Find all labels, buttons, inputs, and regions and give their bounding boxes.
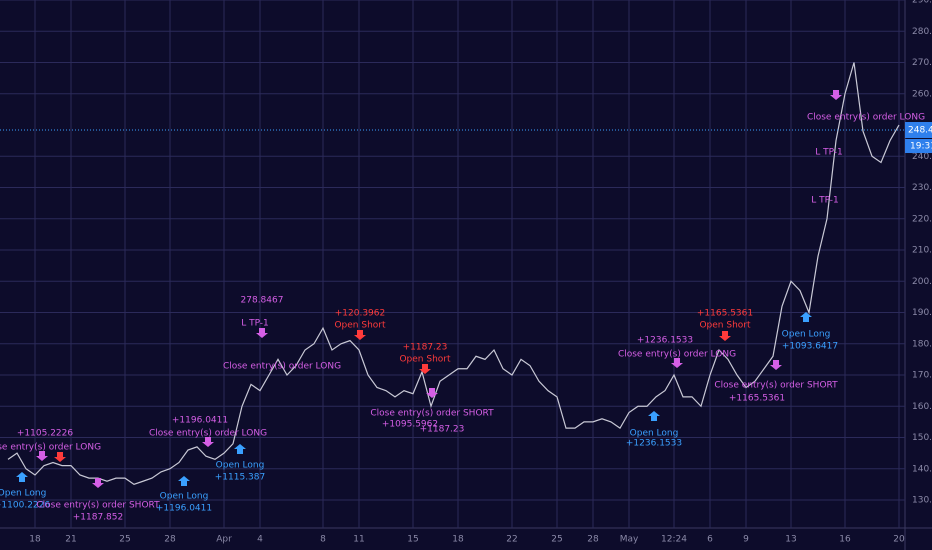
- x-tick-label: 8: [320, 535, 326, 545]
- annotation: 278.8467: [241, 296, 284, 306]
- signal-arrow: [92, 478, 104, 488]
- y-tick-label: 220.00: [912, 214, 932, 224]
- annotation: Close entry(s) order LONG: [223, 362, 341, 372]
- x-tick-label: 9: [743, 535, 749, 545]
- y-tick-label: 130.00: [912, 496, 932, 506]
- signal-arrow: [671, 358, 683, 368]
- annotation: Open Short: [699, 321, 751, 331]
- signal-arrow: [830, 90, 842, 100]
- x-tick-label: 11: [353, 535, 364, 545]
- signal-arrow: [54, 452, 66, 462]
- annotation: +1187.852: [73, 513, 123, 523]
- annotation: Close entry(s) order SHORT: [36, 501, 160, 511]
- signal-arrow: [256, 328, 268, 338]
- y-tick-label: 180.00: [912, 339, 932, 349]
- x-tick-label: 6: [707, 535, 713, 545]
- x-tick-label: 18: [29, 535, 41, 545]
- last-price-label: 248.40: [908, 126, 932, 136]
- annotation: Open Short: [334, 321, 386, 331]
- y-tick-label: 260.00: [912, 89, 932, 99]
- signal-arrow: [648, 411, 660, 421]
- annotation: Close entry(s) order LONG: [149, 429, 267, 439]
- x-tick-label: May: [620, 535, 639, 545]
- x-tick-label: 18: [452, 535, 464, 545]
- x-tick-label: 25: [551, 535, 562, 545]
- x-tick-label: 12:24: [661, 535, 687, 545]
- x-tick-label: 16: [839, 535, 851, 545]
- signal-arrow: [234, 444, 246, 454]
- annotation: +120.3962: [335, 309, 385, 319]
- annotation: +1115.387: [215, 473, 265, 483]
- price-line: [7, 62, 900, 486]
- annotation: +1236.1533: [626, 439, 682, 449]
- y-tick-label: 150.00: [912, 433, 932, 443]
- x-tick-label: Apr: [216, 535, 232, 545]
- y-tick-label: 140.00: [912, 464, 932, 474]
- y-tick-label: 160.00: [912, 402, 932, 412]
- countdown-tag: [905, 139, 932, 153]
- annotation: L TP-1: [811, 196, 839, 206]
- y-tick-label: 190.00: [912, 308, 932, 318]
- x-tick-label: 22: [506, 535, 517, 545]
- x-tick-label: 15: [407, 535, 418, 545]
- signal-arrow: [354, 330, 366, 340]
- annotation: L TP-1: [241, 319, 269, 329]
- signal-arrow: [16, 472, 28, 482]
- signal-arrow: [202, 437, 214, 447]
- annotation: +1187.23: [403, 343, 448, 353]
- annotation: +1093.6417: [782, 342, 838, 352]
- annotation: +1187.23: [420, 425, 465, 435]
- x-tick-label: 25: [119, 535, 130, 545]
- annotation: L TP-1: [815, 148, 843, 158]
- annotation: Close entry(s) order LONG: [618, 350, 736, 360]
- annotation: Close entry(s) order SHORT: [714, 381, 838, 391]
- annotation: Open Long: [0, 489, 46, 499]
- annotation: +1100.2226: [0, 501, 50, 511]
- y-tick-label: 230.00: [912, 183, 932, 193]
- annotation: +1105.2226: [17, 429, 73, 439]
- x-tick-label: 20: [893, 535, 905, 545]
- annotation: Open Long: [216, 461, 265, 471]
- annotation: Close entry(s) order SHORT: [370, 409, 494, 419]
- annotation: Close entry(s) order LONG: [807, 113, 925, 123]
- annotation: Close entry(s) order LONG: [0, 443, 101, 453]
- annotation: Open Short: [399, 355, 451, 365]
- signal-arrow: [719, 331, 731, 341]
- signal-arrow: [770, 360, 782, 370]
- y-tick-label: 270.00: [912, 58, 932, 68]
- y-tick-label: 280.00: [912, 27, 932, 37]
- annotation: +1165.5361: [697, 309, 753, 319]
- annotation: +1236.1533: [637, 336, 693, 346]
- y-tick-label: 210.00: [912, 246, 932, 256]
- annotation: Open Long: [160, 492, 209, 502]
- annotation: +1165.5361: [729, 394, 785, 404]
- last-price-tag: [905, 122, 932, 138]
- y-tick-label: 240.00: [912, 152, 932, 162]
- y-tick-label: 170.00: [912, 371, 932, 381]
- signal-arrow: [178, 476, 190, 486]
- x-tick-label: 28: [587, 535, 599, 545]
- x-tick-label: 28: [164, 535, 176, 545]
- x-tick-label: 13: [785, 535, 796, 545]
- signal-arrow: [36, 451, 48, 461]
- signal-arrow: [800, 312, 812, 322]
- y-tick-label: 200.00: [912, 277, 932, 287]
- annotation: Open Long: [782, 330, 831, 340]
- countdown-label: 19:31: [910, 142, 932, 152]
- x-tick-label: 21: [65, 535, 76, 545]
- annotation: +1095.5962: [382, 420, 438, 430]
- x-tick-label: 4: [257, 535, 263, 545]
- annotation: Open Long: [630, 429, 679, 439]
- annotation: +1196.0411: [172, 416, 228, 426]
- signal-arrow: [426, 388, 438, 398]
- signal-arrow: [419, 364, 431, 374]
- y-tick-label: 290.00: [912, 0, 932, 6]
- annotation: +1196.0411: [156, 504, 212, 514]
